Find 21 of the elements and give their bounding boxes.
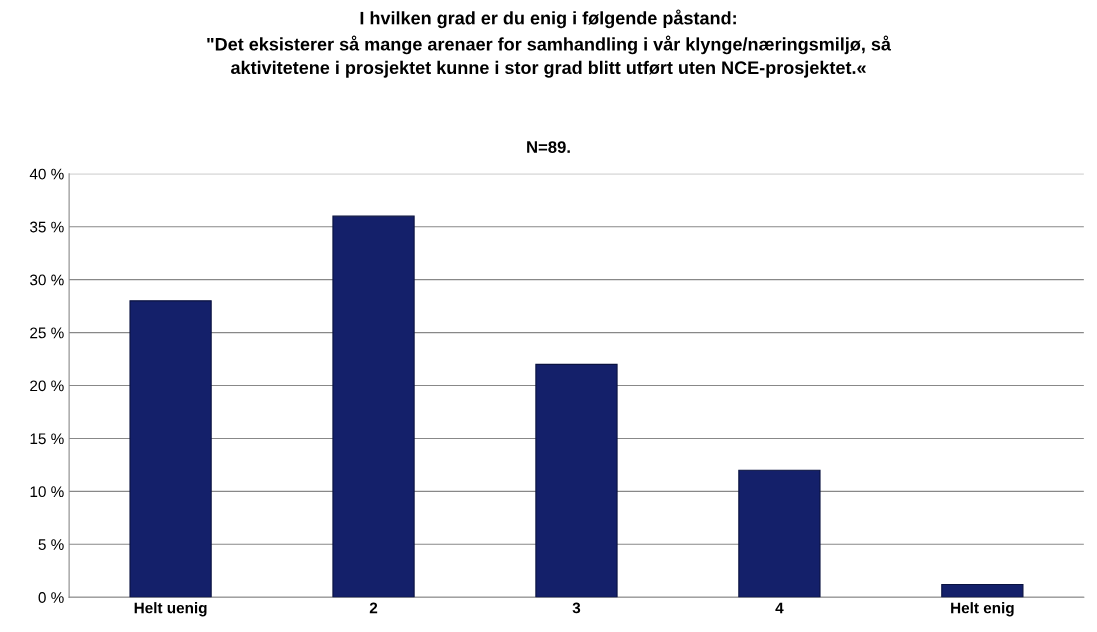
y-tick-label: 0 % xyxy=(38,592,64,603)
x-tick-label: 2 xyxy=(369,602,378,614)
chart-subtitle: N=89. xyxy=(527,141,570,153)
x-tick-label: Helt enig xyxy=(951,602,1014,617)
x-tick-label: 4 xyxy=(775,602,784,614)
bar xyxy=(535,363,618,598)
y-tick-label: 10 % xyxy=(30,486,64,498)
y-tick-label: 5 % xyxy=(38,539,64,550)
x-tick-label: 3 xyxy=(572,602,581,614)
y-tick-label: 20 % xyxy=(30,380,64,392)
y-tick-label: 25 % xyxy=(30,327,64,339)
y-tick-label: 40 % xyxy=(29,168,64,180)
bar xyxy=(941,583,1024,598)
x-tick-label: Helt uenig xyxy=(134,602,207,617)
y-tick-label: 35 % xyxy=(30,221,64,233)
bar xyxy=(129,300,212,598)
bar xyxy=(738,469,821,598)
bar xyxy=(332,215,415,598)
chart-title: I hvilken grad er du enig i følgende påstand: "Det eksisterer så mange arenaer for samhandling i vår klynge/næringsmiljø, så aktivitetene i prosjektet kunne i stor grad blitt utført uten NCE-prosjektet.« xyxy=(207,9,892,78)
y-tick-label: 15 % xyxy=(30,433,64,445)
y-tick-label: 30 % xyxy=(30,274,64,286)
